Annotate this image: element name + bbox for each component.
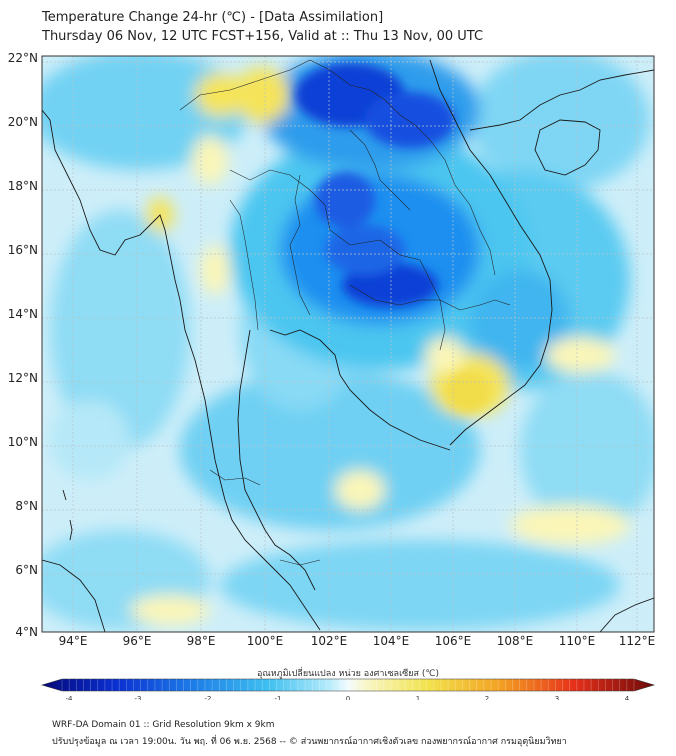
colorbar-tick: 3 [555, 695, 559, 700]
lat-label: 12°N [8, 371, 38, 385]
lon-label: 96°E [123, 634, 152, 648]
lat-label: 22°N [8, 51, 38, 65]
coastlines [42, 59, 654, 632]
footer-model-info: WRF-DA Domain 01 :: Grid Resolution 9km … [52, 720, 275, 730]
lat-label: 18°N [8, 179, 38, 193]
lon-label: 102°E [311, 634, 348, 648]
lat-label: 14°N [8, 307, 38, 321]
lat-label: 8°N [15, 499, 38, 513]
lon-label: 110°E [559, 634, 596, 648]
lon-label: 106°E [435, 634, 472, 648]
colorbar-tick: 1 [416, 695, 420, 700]
map-subtitle: Thursday 06 Nov, 12 UTC FCST+156, Valid … [42, 29, 484, 44]
lon-label: 100°E [247, 634, 284, 648]
lat-label: 4°N [15, 625, 38, 639]
lon-label: 94°E [59, 634, 88, 648]
colorbar-tick: -3 [135, 695, 142, 700]
temperature-change-map: 22°N 20°N 18°N 16°N 14°N 12°N 10°N 8°N 6… [8, 51, 656, 700]
colorbar-label: อุณหภูมิเปลี่ยนแปลง หน่วย องศาเซลเซียส (… [256, 669, 440, 679]
colorbar-tick: 0 [346, 695, 350, 700]
lat-label: 16°N [8, 243, 38, 257]
lat-label: 20°N [8, 115, 38, 129]
colorbar-tick: 4 [625, 695, 630, 700]
temperature-field [42, 56, 654, 632]
lat-label: 6°N [15, 563, 38, 577]
footer-credit: ปรับปรุงข้อมูล ณ เวลา 19:00น. วัน พฤ. ที… [52, 737, 567, 747]
lon-label: 108°E [497, 634, 534, 648]
colorbar: -4 -3 -2 -1 0 1 2 3 4 [40, 678, 656, 700]
map-frame [41, 55, 655, 633]
lat-label: 10°N [8, 435, 38, 449]
colorbar-tick: -1 [275, 695, 282, 700]
colorbar-tick: 2 [485, 695, 489, 700]
colorbar-tick: -4 [66, 695, 74, 700]
lon-label: 104°E [373, 634, 410, 648]
lon-label: 98°E [187, 634, 216, 648]
lon-label: 112°E [619, 634, 656, 648]
map-title: Temperature Change 24-hr (℃) - [Data Ass… [42, 10, 384, 25]
country-borders [179, 59, 511, 566]
colorbar-tick: -2 [205, 695, 212, 700]
gridlines [42, 56, 654, 632]
